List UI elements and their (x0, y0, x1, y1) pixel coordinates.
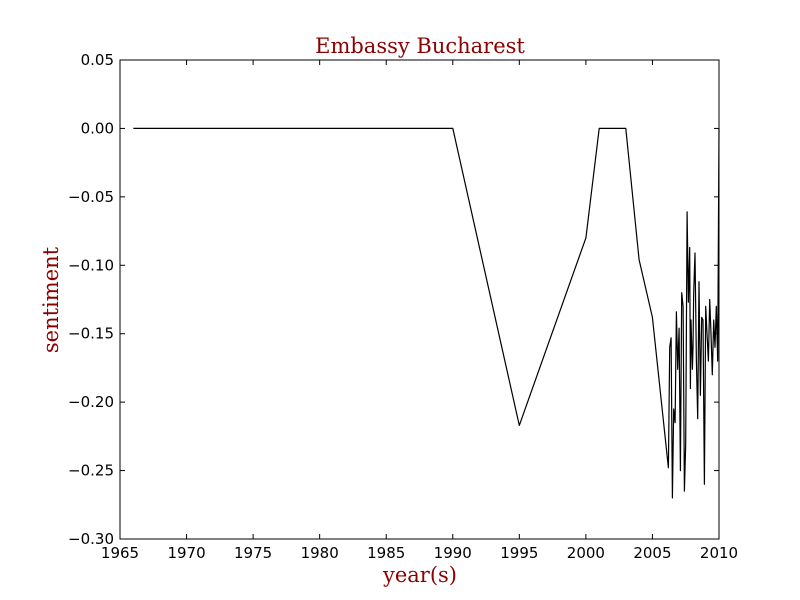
chart-title: Embassy Bucharest (315, 34, 525, 58)
x-tick-label: 2000 (567, 544, 605, 562)
x-tick-label: 1995 (500, 544, 538, 562)
y-tick-label: −0.15 (68, 325, 114, 343)
y-tick-label: −0.10 (68, 256, 114, 274)
x-tick-label: 1970 (167, 544, 205, 562)
x-tick-label: 1975 (234, 544, 272, 562)
series-line-0 (133, 127, 720, 499)
x-tick-label: 1965 (101, 544, 139, 562)
y-tick-label: −0.05 (68, 188, 114, 206)
x-tick-label: 1985 (367, 544, 405, 562)
y-tick-label: 0.00 (81, 119, 114, 137)
y-axis-label: sentiment (39, 246, 63, 353)
y-tick-label: −0.20 (68, 393, 114, 411)
y-tick-label: 0.05 (81, 51, 114, 69)
y-tick-label: −0.30 (68, 530, 114, 548)
x-tick-label: 2005 (633, 544, 671, 562)
x-tick-label: 2010 (700, 544, 738, 562)
x-tick-label: 1980 (301, 544, 339, 562)
x-tick-label: 1990 (434, 544, 472, 562)
y-tick-label: −0.25 (68, 462, 114, 480)
x-axis-label: year(s) (382, 563, 457, 587)
plot-frame (119, 59, 720, 540)
